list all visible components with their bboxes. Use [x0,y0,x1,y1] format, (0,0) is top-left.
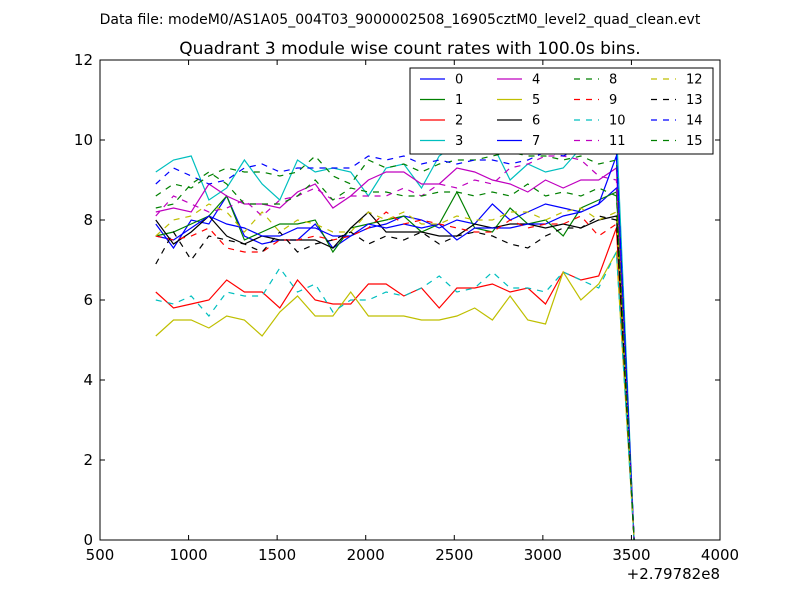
legend-box [409,67,714,155]
legend-label-8: 8 [609,73,617,88]
series-layer [155,126,635,540]
legend-label-5: 5 [532,93,540,108]
legend-label-11: 11 [609,134,626,149]
series-line-7 [155,155,635,540]
y-tick-label: 2 [83,451,93,469]
series-line-10 [155,249,635,540]
y-tick-label: 6 [83,291,93,309]
series-line-13 [155,215,635,540]
chart-title: Quadrant 3 module wise count rates with … [179,39,640,59]
series-line-2 [155,227,635,540]
legend-label-14: 14 [686,114,703,129]
legend-label-15: 15 [686,134,703,149]
series-line-15 [155,171,635,540]
legend-label-4: 4 [532,73,540,88]
x-tick-label: 1000 [169,546,207,564]
series-line-12 [155,203,635,540]
x-tick-label: 3000 [524,546,562,564]
y-tick-label: 0 [83,531,93,549]
x-tick-label: 1500 [258,546,296,564]
series-line-3 [155,126,635,540]
series-line-0 [155,186,635,540]
legend-label-1: 1 [455,93,463,108]
x-tick-label: 4000 [701,546,739,564]
y-tick-label: 10 [74,131,93,149]
y-tick-label: 4 [83,371,93,389]
x-tick-label: 3500 [612,546,650,564]
series-line-8 [155,151,635,540]
y-tick-label: 12 [74,51,93,69]
legend-label-3: 3 [455,134,463,149]
series-line-1 [155,190,635,540]
legend-label-7: 7 [532,134,540,149]
legend-label-10: 10 [609,114,626,129]
legend-label-0: 0 [455,73,463,88]
x-tick-label: 500 [86,546,115,564]
series-line-14 [155,147,635,540]
legend-label-6: 6 [532,114,540,129]
legend-label-13: 13 [686,93,703,108]
series-line-5 [155,249,635,540]
x-tick-label: 2000 [347,546,385,564]
y-tick-label: 8 [83,211,93,229]
legend-label-12: 12 [686,73,703,88]
legend-label-9: 9 [609,93,617,108]
x-axis-offset-label: +2.79782e8 [627,565,720,583]
series-line-11 [155,155,635,540]
x-tick-label: 2500 [435,546,473,564]
legend-label-2: 2 [455,114,463,129]
series-line-6 [155,211,635,540]
series-line-4 [155,166,635,540]
data-file-suptitle: Data file: modeM0/AS1A05_004T03_90000025… [100,12,701,28]
series-line-9 [155,211,635,540]
